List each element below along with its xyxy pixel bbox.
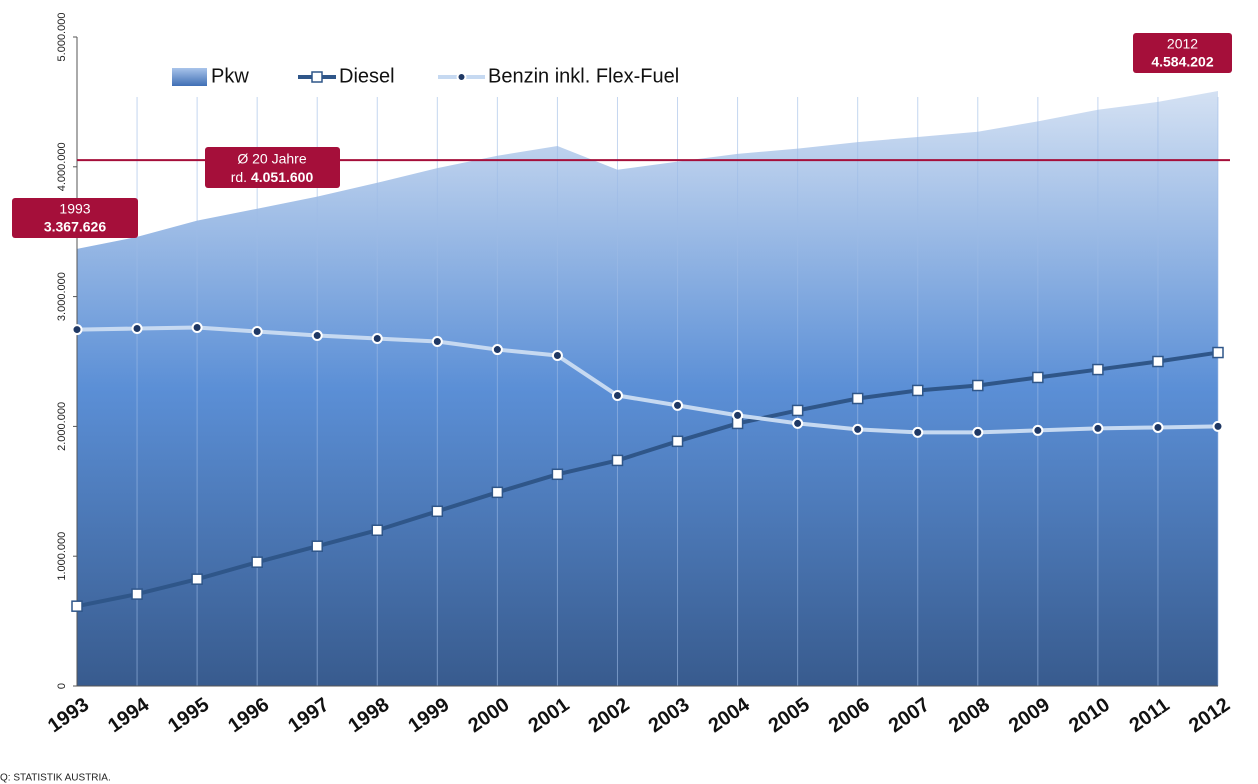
benzin-marker xyxy=(491,344,503,356)
annotation-value: 4.584.202 xyxy=(1151,54,1213,70)
y-tick-label: 1.000.000 xyxy=(56,532,68,581)
y-tick-label: 3.000.000 xyxy=(56,272,68,321)
diesel-marker xyxy=(131,588,143,600)
x-tick-label: 2011 xyxy=(1125,694,1173,737)
annotation-year: 2012 xyxy=(1167,36,1198,52)
series-line xyxy=(76,350,1219,609)
benzin-marker xyxy=(251,326,263,338)
diesel-marker xyxy=(311,540,323,552)
benzin-marker xyxy=(71,324,83,336)
benzin-marker xyxy=(792,417,804,429)
benzin-marker xyxy=(311,330,323,342)
series-line xyxy=(76,325,1219,435)
diesel-marker xyxy=(551,468,564,481)
y-tick-label: 0 xyxy=(56,683,68,689)
diesel-marker xyxy=(611,454,624,467)
y-tick-label: 2.000.000 xyxy=(56,402,68,451)
benzin-marker xyxy=(852,423,864,435)
legend-swatch xyxy=(172,68,207,86)
x-tick-label: 1996 xyxy=(224,694,273,738)
x-tick-label: 2012 xyxy=(1185,694,1234,738)
diesel-marker xyxy=(671,435,684,448)
diesel-marker xyxy=(491,486,504,499)
diesel-marker xyxy=(251,556,263,568)
average-prefix: rd. xyxy=(231,169,247,185)
diesel-marker xyxy=(1212,346,1224,359)
legend-label: Benzin inkl. Flex-Fuel xyxy=(488,65,679,87)
x-tick-label: 1995 xyxy=(164,694,213,738)
benzin-marker xyxy=(431,336,443,348)
x-tick-label: 1999 xyxy=(404,694,453,738)
x-tick-label: 2001 xyxy=(524,694,573,738)
diesel-marker xyxy=(1032,371,1044,384)
diesel-marker xyxy=(431,505,444,518)
diesel-marker xyxy=(972,379,984,392)
annotation-box xyxy=(12,198,138,238)
diesel-marker xyxy=(371,524,384,536)
diesel-marker xyxy=(911,384,924,397)
benzin-marker xyxy=(1092,422,1104,434)
annotation-box xyxy=(1133,33,1232,73)
benzin-marker xyxy=(672,399,684,411)
x-tick-label: 2005 xyxy=(765,694,814,738)
grid-layer xyxy=(73,36,1219,687)
average-box xyxy=(205,147,340,188)
benzin-marker xyxy=(1212,420,1224,432)
benzin-marker xyxy=(732,409,744,421)
average-value: 4.051.600 xyxy=(251,169,313,185)
diesel-marker xyxy=(1152,355,1164,368)
x-tick-label: 1997 xyxy=(284,694,333,738)
benzin-marker xyxy=(551,350,563,362)
x-tick-label: 1998 xyxy=(344,694,393,738)
annotation-value: 3.367.626 xyxy=(44,219,106,235)
legend-label: Diesel xyxy=(339,65,395,87)
legend-marker xyxy=(456,72,467,82)
y-tick-label: 4.000.000 xyxy=(56,142,68,191)
annotation-year: 1993 xyxy=(59,201,90,217)
benzin-marker xyxy=(912,426,924,438)
diesel-marker xyxy=(191,573,203,585)
benzin-marker xyxy=(972,426,984,438)
x-tick-label: 2000 xyxy=(464,694,513,738)
benzin-marker xyxy=(191,321,203,333)
average-label: rd. 4.051.600 xyxy=(231,169,314,185)
benzin-marker xyxy=(131,323,143,335)
benzin-marker xyxy=(1032,424,1044,436)
source: Q: STATISTIK AUSTRIA. xyxy=(0,773,111,784)
pkw-area xyxy=(77,90,1218,686)
diesel-marker xyxy=(791,404,804,417)
x-tick-label: 2007 xyxy=(885,694,934,738)
diesel-marker xyxy=(71,600,83,612)
x-tick-label: 2003 xyxy=(645,694,694,738)
legend-label: Pkw xyxy=(211,65,249,87)
x-tick-label: 2010 xyxy=(1065,694,1114,738)
diesel-marker xyxy=(1092,363,1104,376)
x-tick-label: 2009 xyxy=(1005,694,1054,738)
benzin-marker xyxy=(611,390,623,402)
legend-marker xyxy=(311,71,323,83)
x-tick-label: 2006 xyxy=(825,694,874,738)
line-layer xyxy=(71,321,1224,612)
x-tick-label: 2004 xyxy=(705,693,755,737)
benzin-marker xyxy=(371,333,383,345)
x-tick-label: 2008 xyxy=(945,694,994,738)
area-layer xyxy=(77,90,1218,686)
average-title: Ø 20 Jahre xyxy=(237,151,306,167)
x-tick-label: 1994 xyxy=(104,693,154,737)
benzin-marker xyxy=(1152,421,1164,433)
x-tick-label: 2002 xyxy=(585,694,634,738)
diesel-marker xyxy=(851,392,864,405)
y-tick-label: 5.000.000 xyxy=(56,13,68,62)
x-tick-label: 1993 xyxy=(44,694,93,738)
